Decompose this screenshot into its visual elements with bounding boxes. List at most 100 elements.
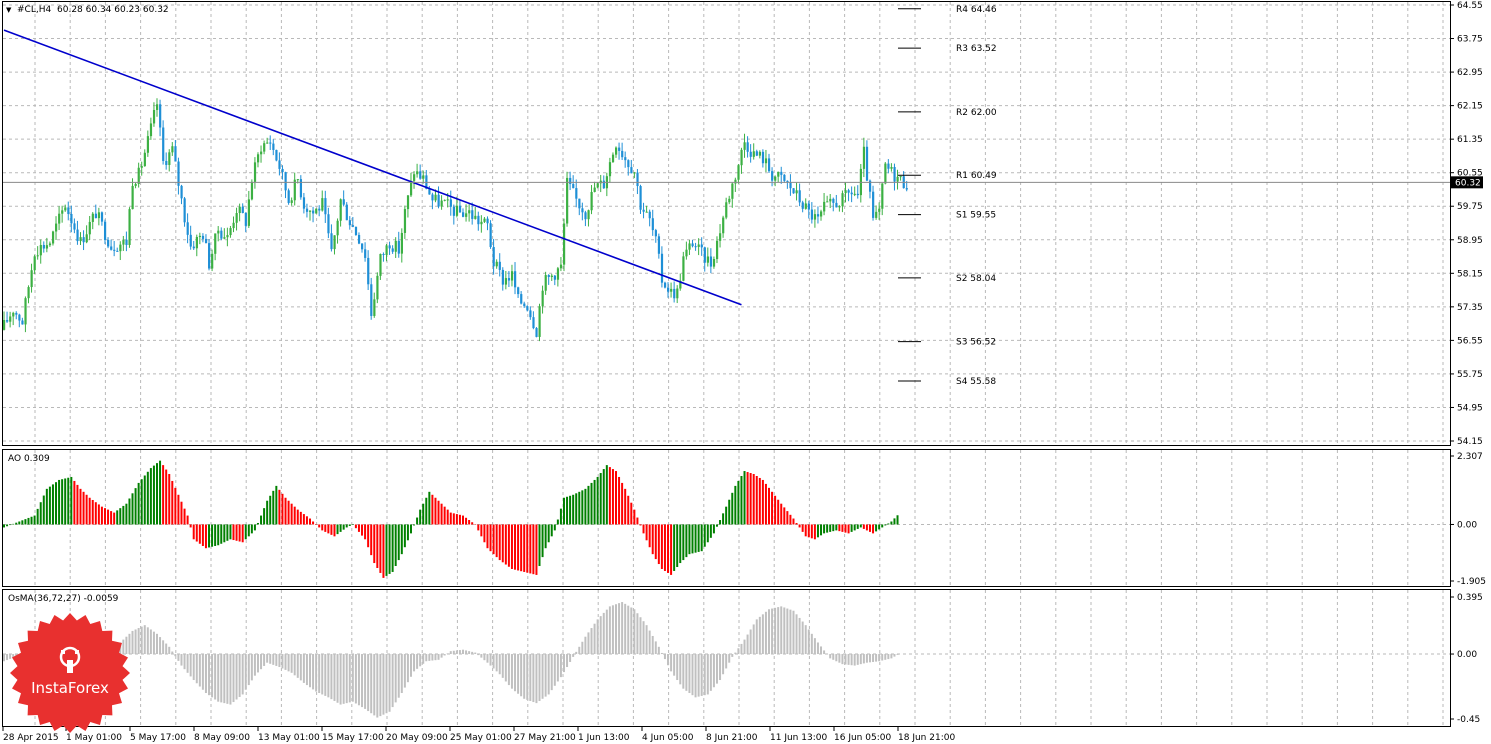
osma-bar — [376, 654, 379, 718]
candle-body — [507, 278, 511, 281]
ao-bar — [110, 511, 113, 525]
osma-bar — [278, 654, 281, 668]
ao-bar — [498, 524, 501, 561]
osma-bar — [535, 654, 538, 704]
ao-bar — [82, 491, 85, 525]
y-tick-label: 56.55 — [1457, 336, 1483, 346]
ao-bar — [192, 524, 195, 540]
candle-body — [480, 221, 483, 225]
ao-bar — [700, 524, 703, 552]
osma-bar — [180, 654, 183, 666]
ao-bar — [611, 469, 614, 525]
ao-bar — [351, 524, 354, 525]
osma-bar — [247, 654, 250, 686]
ao-bar — [529, 524, 532, 574]
ao-bar — [367, 524, 370, 548]
ao-bar — [431, 494, 434, 525]
candle-body — [547, 275, 550, 277]
osma-bar — [214, 654, 217, 700]
candle-body — [385, 245, 388, 255]
candle-body — [847, 190, 850, 193]
osma-bar — [596, 619, 599, 655]
osma-bar — [709, 654, 712, 691]
candle-body — [550, 275, 553, 277]
y-tick-label: 54.15 — [1457, 437, 1483, 447]
osma-bar — [816, 642, 819, 655]
ao-bar — [61, 479, 64, 525]
osma-bar — [774, 607, 777, 655]
osma-bar — [697, 654, 700, 697]
candle-body — [743, 142, 746, 150]
candle-body — [749, 151, 752, 157]
ao-bar — [722, 513, 725, 525]
ao-bar — [125, 503, 128, 525]
candle-body — [97, 212, 101, 219]
ao-bar — [382, 524, 385, 578]
candle-body — [156, 104, 159, 110]
osma-bar — [667, 654, 670, 666]
candle-body — [18, 314, 21, 321]
osma-bar — [370, 654, 373, 714]
osma-bar — [483, 654, 486, 661]
y-tick-label: 59.75 — [1457, 202, 1483, 212]
osma-title: OsMA(36,72,27) -0.0059 — [8, 594, 119, 604]
ao-bar — [731, 492, 734, 525]
ao-bar — [642, 524, 645, 534]
ao-bar — [361, 524, 364, 536]
osma-bar — [305, 654, 308, 686]
candle-body — [61, 210, 64, 214]
candle-body — [67, 207, 70, 214]
osma-bar — [514, 654, 517, 692]
candle-body — [9, 316, 12, 322]
ao-bar — [544, 524, 547, 549]
ao-bar — [140, 479, 143, 525]
osma-bar — [758, 616, 761, 655]
ao-bar — [146, 471, 149, 525]
candle-body — [715, 240, 719, 260]
candle-body — [712, 259, 716, 267]
osma-bar — [636, 613, 639, 655]
candle-body — [786, 180, 789, 183]
osma-bar — [630, 607, 633, 655]
osma-bar — [330, 654, 333, 700]
ao-panel: 2.307 0.00 -1.905 AO 0.309 — [2, 449, 1486, 587]
ao-bar — [85, 494, 88, 525]
ao-bar — [342, 524, 345, 530]
ao-bar — [345, 524, 348, 528]
osma-bar — [807, 629, 810, 655]
candle-body — [621, 150, 624, 158]
osma-bar — [229, 654, 232, 705]
osma-bar — [125, 636, 128, 655]
ao-bar — [406, 524, 409, 541]
candle-body — [269, 142, 272, 144]
candle-body — [559, 264, 563, 269]
osma-bar — [452, 650, 455, 655]
osma-bar — [440, 654, 443, 658]
ao-bar — [55, 482, 58, 525]
ao-bar — [250, 524, 253, 534]
ao-bar — [296, 509, 299, 525]
candle-body — [406, 195, 410, 210]
candle-body — [642, 209, 645, 212]
osma-bar — [3, 654, 5, 662]
candle-body — [697, 244, 700, 247]
ao-bar — [734, 485, 737, 525]
ao-bar — [281, 493, 284, 525]
ao-bar — [3, 524, 5, 528]
candle-body — [431, 194, 434, 201]
pivot-label: R2 62.00 — [956, 108, 997, 118]
ao-bar — [789, 514, 792, 525]
trendline — [3, 29, 742, 306]
candle-body — [688, 243, 691, 250]
price-grid — [3, 2, 1450, 445]
candle-body — [670, 288, 673, 292]
ao-bar — [327, 524, 330, 534]
ao-bar — [893, 518, 896, 525]
candle-body — [495, 261, 498, 267]
price-title: #CL,H4 — [17, 5, 51, 15]
ao-bar — [777, 499, 780, 525]
candle-body — [455, 205, 459, 216]
osma-bar — [12, 654, 15, 658]
candle-body — [260, 151, 263, 155]
ao-bar — [379, 524, 382, 573]
